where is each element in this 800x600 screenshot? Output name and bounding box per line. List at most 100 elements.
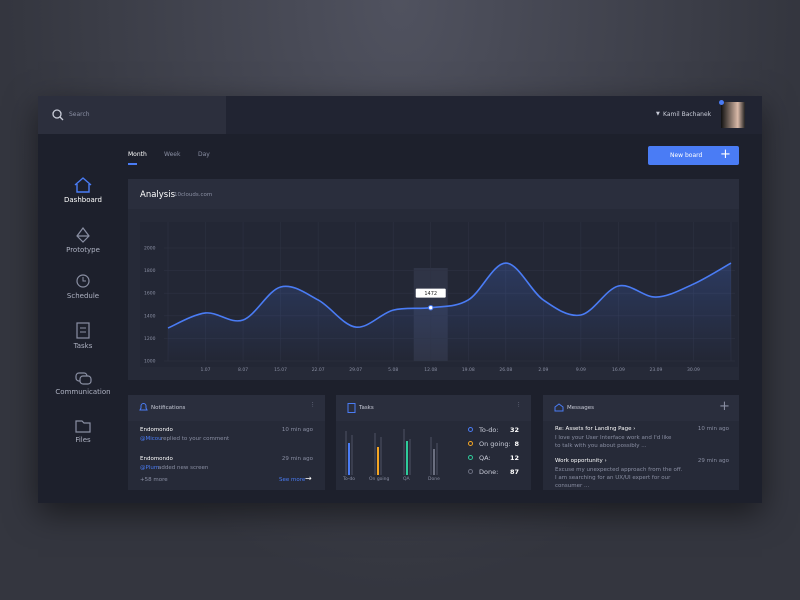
nav-label: Prototype (66, 246, 100, 254)
notif-user[interactable]: @Micou (140, 436, 162, 442)
more-count: +58 more (140, 477, 168, 483)
x-tick-label: 30.09 (687, 367, 700, 373)
legend-count: 8 (514, 440, 519, 448)
legend-count: 87 (509, 468, 519, 476)
nav-label: Files (75, 436, 91, 444)
user-name[interactable]: Kamil Bachanek (663, 111, 712, 118)
tooltip-label: 1472 (424, 291, 437, 297)
legend-count: 32 (509, 426, 519, 434)
y-tick-label: 1800 (144, 268, 156, 274)
notif-time: 10 min ago (281, 427, 313, 433)
x-tick-label: 12.08 (424, 367, 437, 373)
msg-time: 10 min ago (697, 426, 729, 432)
area (168, 263, 731, 361)
nav-icon (75, 420, 91, 433)
nav-item[interactable]: Tasks (38, 320, 128, 350)
panel-header (336, 395, 531, 421)
nav-item[interactable]: Communication (38, 370, 128, 396)
chart-title: Analysis (140, 190, 176, 200)
dropdown-arrow: ▼ (656, 111, 660, 117)
notifications-panel: Notifications ⋮ Endomondo 10 min ago @Mi… (128, 395, 325, 490)
group-label: On going (369, 477, 390, 482)
nav-item[interactable]: Prototype (38, 226, 128, 254)
menu-dots[interactable]: ⋮ (516, 402, 522, 408)
legend-label: To-do: (479, 426, 499, 434)
nav-icon (76, 227, 90, 243)
notif-from: Endomondo (140, 427, 173, 433)
group-label: QA (403, 477, 410, 482)
legend-label: On going: (479, 440, 511, 448)
tab[interactable]: Week (164, 151, 181, 158)
see-more[interactable]: See more (279, 477, 306, 483)
panel-title: Notifications (151, 405, 186, 411)
legend-count: 12 (509, 454, 519, 462)
x-tick-label: 26.08 (499, 367, 512, 373)
msg-time: 29 min ago (697, 458, 729, 464)
nav-icon (74, 177, 92, 193)
x-tick-label: 2.09 (538, 367, 548, 373)
legend-dot (468, 441, 473, 446)
nav-item[interactable]: Schedule (38, 272, 128, 300)
group-label: To-do (343, 477, 356, 482)
y-tick-label: 2000 (144, 246, 156, 252)
analysis-chart: 1.07 8.07 15.07 22.07 29.07 5.08 12.08 19.08 26.… (140, 222, 738, 373)
notif-time: 29 min ago (281, 456, 313, 462)
nav-label: Dashboard (64, 196, 102, 204)
menu-dots[interactable]: ⋮ (310, 402, 316, 408)
legend-label: QA: (479, 454, 491, 462)
panel-header (128, 179, 739, 209)
x-tick-label: 15.07 (274, 367, 287, 373)
tab-underline (128, 163, 137, 165)
panel-header (543, 395, 739, 421)
tasks-panel: Tasks ⋮ To-do On going QA Done To-do: 32 O… (336, 395, 531, 490)
legend-dot (468, 427, 473, 432)
line (167, 262, 732, 329)
notification-dot (719, 100, 724, 105)
nav-icon (76, 274, 90, 288)
nav-item[interactable]: Dashboard (38, 176, 128, 204)
messages-panel: Messages + Re: Assets for Landing Page ›… (543, 395, 739, 490)
x-tick-label: 1.07 (201, 367, 211, 373)
x-tick-label: 9.09 (576, 367, 586, 373)
nav-item[interactable]: Files (38, 418, 128, 444)
point (428, 304, 434, 311)
notif-text: added new screen (158, 465, 209, 471)
nav-label: Schedule (66, 292, 100, 300)
new-board-button[interactable]: New board + (648, 146, 739, 165)
msg-text: Excuse my unexpected approach from the o… (555, 467, 683, 489)
legend-label: Done: (479, 468, 499, 476)
nav-icon (75, 372, 92, 385)
chart-subtitle: 10clouds.com (174, 192, 213, 198)
group-label: Done (428, 477, 440, 482)
tab[interactable]: Day (198, 151, 210, 158)
x-tick-label: 5.08 (388, 367, 398, 373)
x-tick-label: 8.07 (238, 367, 248, 373)
x-tick-label: 29.07 (349, 367, 362, 373)
nav-label: Communication (55, 388, 111, 396)
avatar[interactable] (721, 102, 745, 128)
arrow-icon: → (305, 474, 312, 483)
notif-user[interactable]: @Plum (140, 465, 160, 471)
task-bars (345, 429, 438, 475)
msg-subject[interactable]: Work opportunity › (555, 458, 607, 464)
nav-label: Tasks (73, 342, 93, 350)
envelope-icon (554, 403, 564, 412)
search-icon (52, 109, 64, 121)
y-tick-label: 1200 (144, 336, 156, 342)
tab[interactable]: Month (128, 151, 147, 158)
msg-subject[interactable]: Re: Assets for Landing Page › (555, 426, 636, 432)
clipboard-icon (347, 403, 356, 413)
panel-header (128, 395, 325, 421)
x-tick-label: 23.09 (649, 367, 662, 373)
button-label: New board (670, 152, 703, 159)
search-box[interactable]: Search (38, 96, 226, 134)
x-tick-label: 22.07 (312, 367, 325, 373)
notif-from: Endomondo (140, 456, 173, 462)
add-icon[interactable]: + (719, 399, 730, 414)
panel-title: Messages (567, 405, 594, 411)
msg-text: I love your User Interface work and I'd … (555, 435, 672, 449)
y-tick-label: 1400 (144, 313, 156, 319)
legend-dot (468, 469, 473, 474)
y-tick-label: 1600 (144, 291, 156, 297)
